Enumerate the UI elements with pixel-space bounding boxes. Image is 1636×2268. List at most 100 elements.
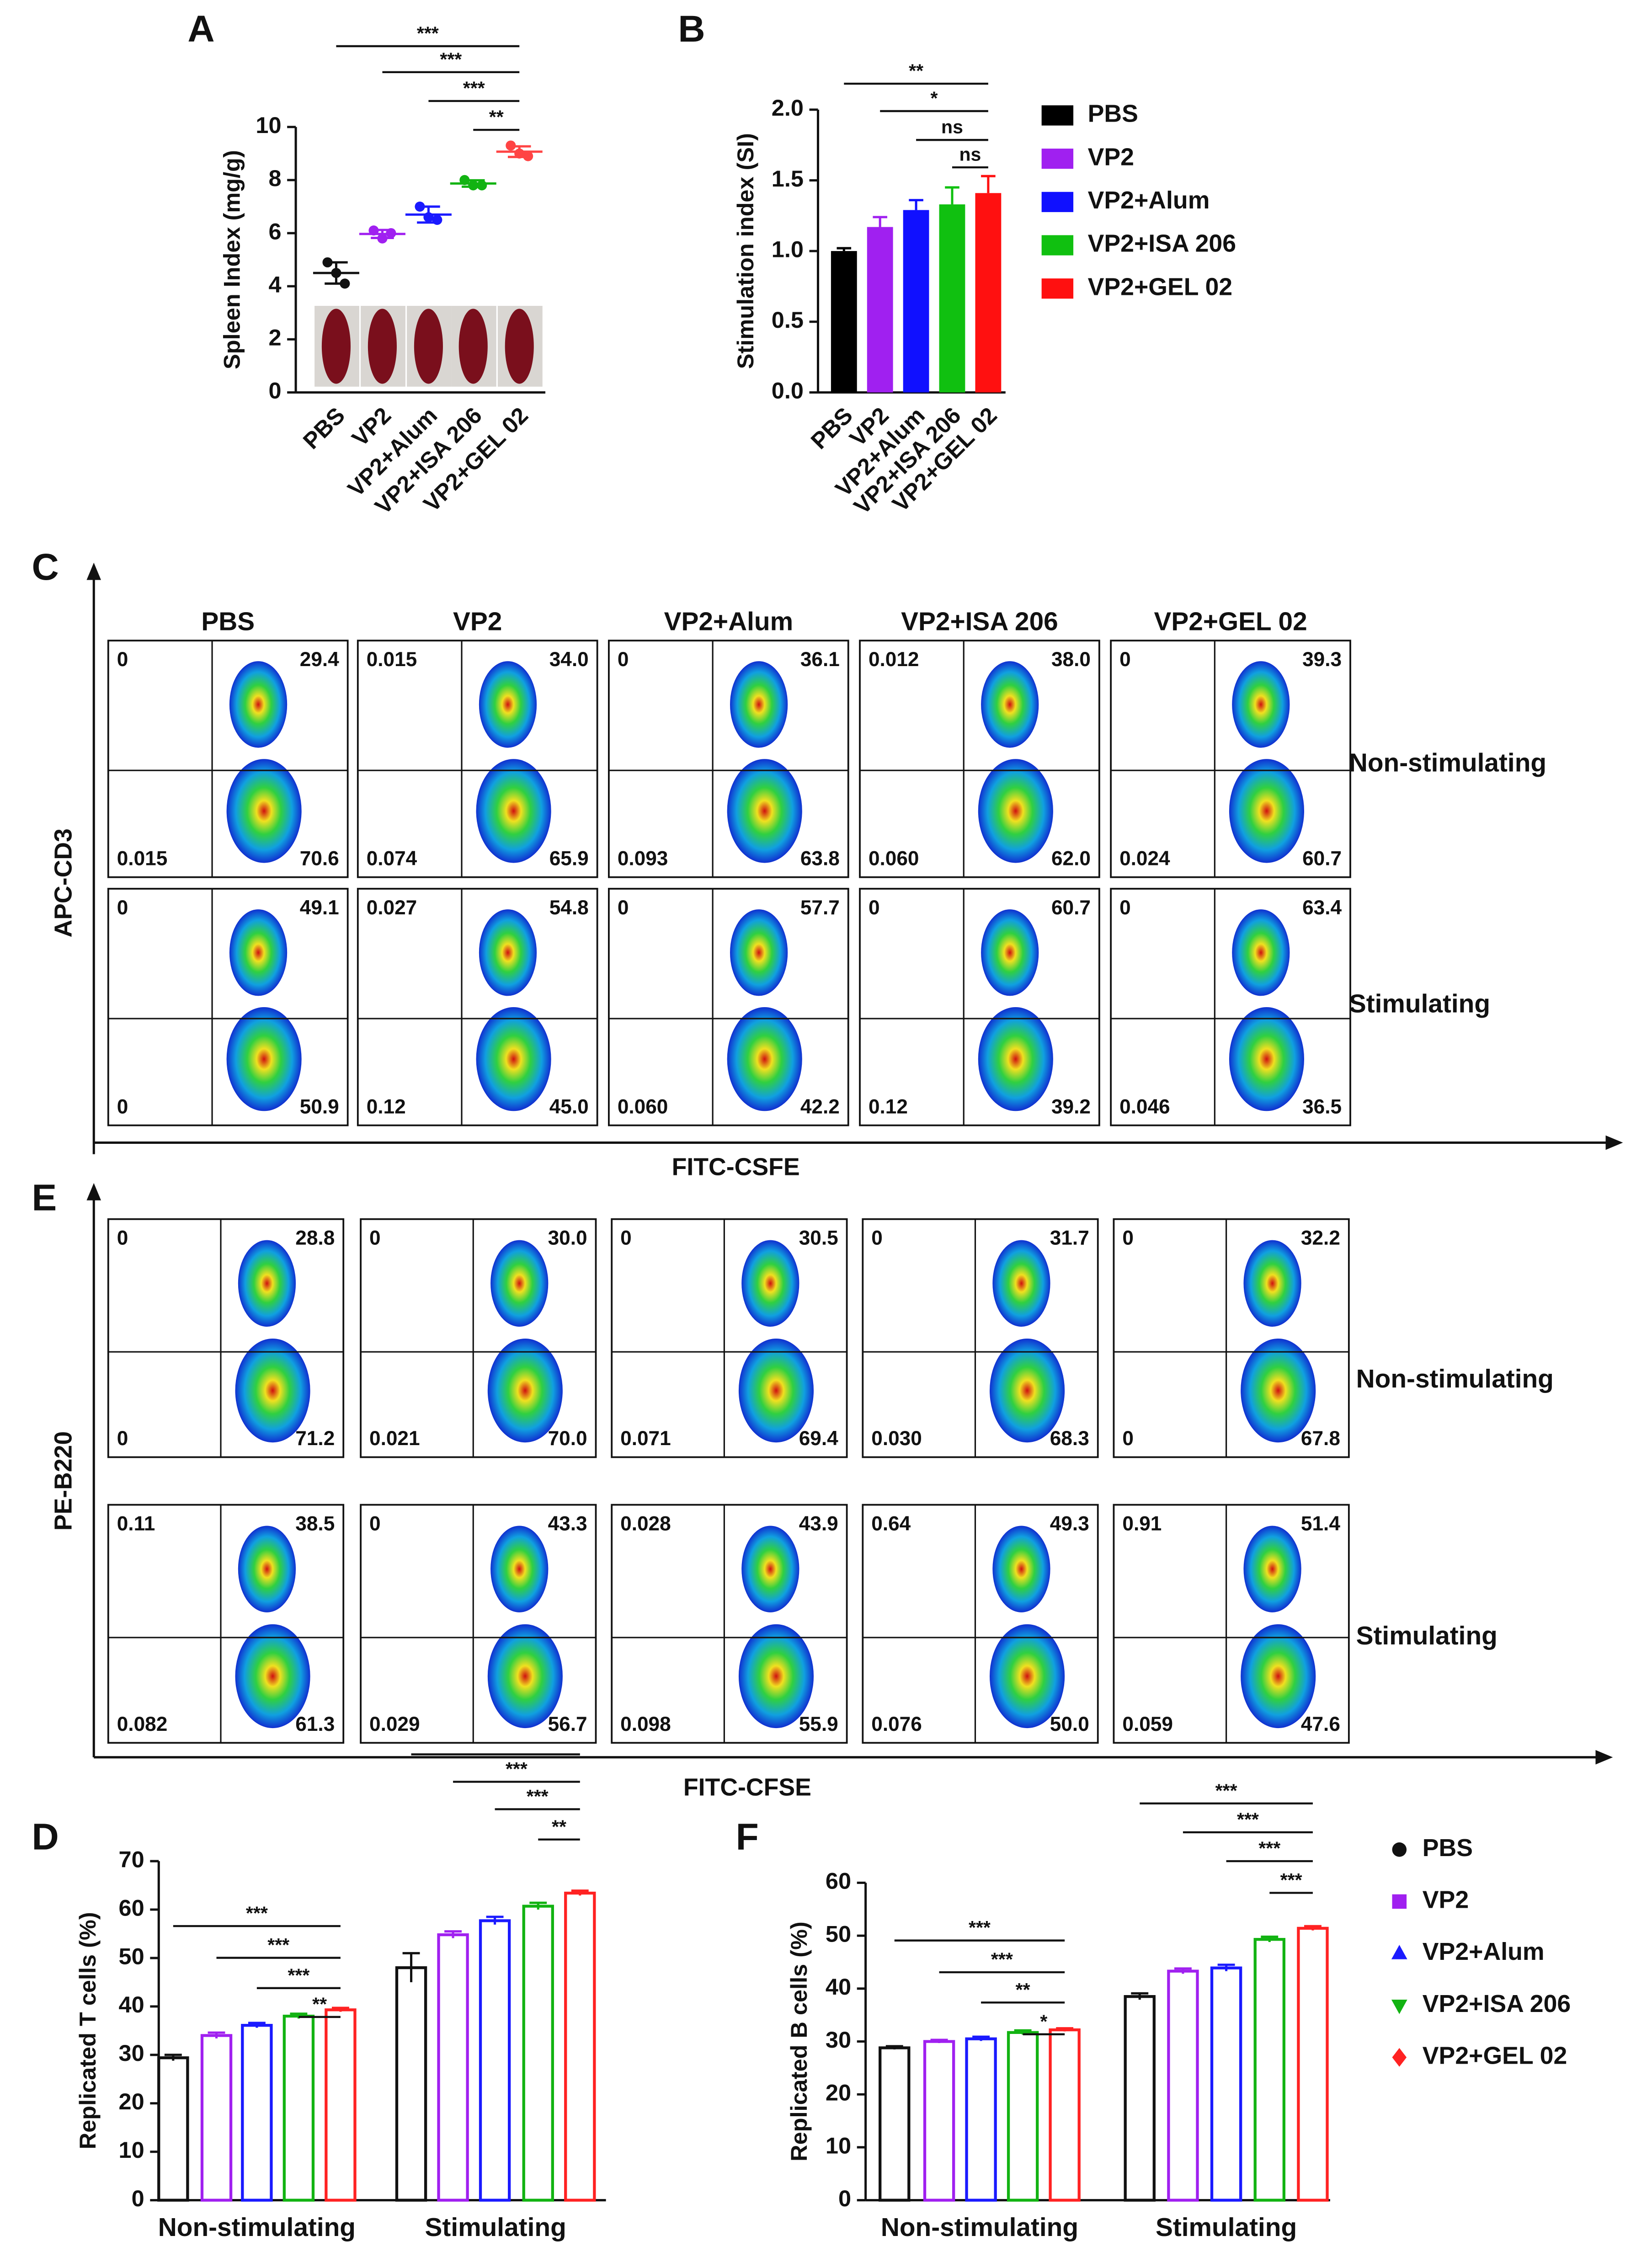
- y-tick-label: 2.0: [772, 95, 804, 121]
- plot-frame: [360, 1504, 597, 1744]
- column-header: VP2+Alum: [664, 607, 794, 636]
- y-tick-label: 10: [826, 2132, 851, 2158]
- quadrant-value: 60.7: [1051, 897, 1091, 919]
- plot-frame: [107, 888, 349, 1126]
- quadrant-value: 0: [618, 648, 629, 671]
- quadrant-value: 0.024: [1119, 848, 1170, 870]
- quadrant-value: 28.8: [295, 1227, 335, 1249]
- quadrant-value: 0: [618, 897, 629, 919]
- data-point: [423, 212, 434, 223]
- quadrant-value: 0.029: [369, 1713, 420, 1735]
- quadrant-value: 0: [1122, 1227, 1134, 1249]
- x-tick-label: Stimulating: [425, 2213, 566, 2242]
- data-point: [523, 151, 533, 161]
- quadrant-value: 70.6: [300, 848, 339, 870]
- quadrant-value: 0.030: [871, 1427, 922, 1450]
- significance-label: ns: [959, 144, 981, 165]
- panel-letter: B: [678, 8, 705, 50]
- quadrant-value: 0.046: [1119, 1095, 1170, 1118]
- bar: [1167, 1969, 1199, 2202]
- significance-label: **: [909, 60, 923, 81]
- significance-label: ***: [288, 1964, 309, 1985]
- significance-label: **: [489, 107, 504, 128]
- quadrant-value: 49.3: [1050, 1512, 1089, 1535]
- y-tick-label: 2: [268, 325, 281, 351]
- bar: [522, 1905, 554, 2202]
- significance-label: ***: [527, 1786, 549, 1807]
- quadrant-value: 0.060: [869, 848, 919, 870]
- data-point: [377, 233, 388, 244]
- y-axis-label: Stimulation index (SI): [732, 133, 758, 369]
- significance-label: ***: [1215, 1780, 1237, 1801]
- y-axis-label: Replicated T cells (%): [75, 1912, 101, 2149]
- bar: [1210, 1966, 1242, 2202]
- y-tick-label: 0: [132, 2185, 144, 2211]
- y-tick-label: 0: [268, 378, 281, 404]
- density-blob: [738, 1624, 814, 1729]
- y-tick-label: 40: [119, 1991, 144, 2017]
- plot-frame: [107, 1218, 345, 1458]
- density-blob: [978, 1007, 1053, 1111]
- quadrant-value: 62.0: [1051, 848, 1091, 870]
- density-blob: [487, 1624, 563, 1729]
- legend-label: VP2+GEL 02: [1423, 2042, 1567, 2069]
- quadrant-value: 0.071: [620, 1427, 671, 1450]
- bar: [1124, 1995, 1156, 2202]
- bar: [395, 1966, 427, 2202]
- y-tick-label: 40: [826, 1974, 851, 2000]
- quadrant-value: 0: [117, 1095, 128, 1118]
- quadrant-value: 30.0: [548, 1227, 587, 1249]
- data-point: [477, 180, 487, 191]
- density-blob: [226, 759, 302, 863]
- panel-letter: F: [736, 1816, 759, 1857]
- significance-label: ***: [1258, 1838, 1280, 1859]
- quadrant-value: 43.3: [548, 1512, 587, 1535]
- legend-swatch: [1041, 149, 1074, 169]
- y-axis-label: APC-CD3: [49, 828, 77, 937]
- quadrant-value: 0: [871, 1227, 883, 1249]
- quadrant-value: 50.9: [300, 1095, 339, 1118]
- spleen: [368, 309, 397, 384]
- y-tick-label: 30: [826, 2027, 851, 2053]
- quadrant-value: 0: [117, 648, 128, 671]
- plot-frame: [611, 1218, 848, 1458]
- density-blob: [490, 1240, 549, 1327]
- quadrant-value: 0: [369, 1227, 381, 1249]
- bar: [200, 2034, 233, 2202]
- y-tick-label: 30: [119, 2040, 144, 2066]
- quadrant-value: 0.059: [1122, 1713, 1173, 1735]
- quadrant-value: 0.074: [367, 848, 417, 870]
- quadrant-value: 0.12: [869, 1095, 908, 1118]
- legend-label: PBS: [1423, 1834, 1473, 1862]
- legend-marker: [1391, 1945, 1407, 1959]
- legend-swatch: [1041, 192, 1074, 212]
- plot-frame: [859, 640, 1100, 878]
- quadrant-value: 63.8: [800, 848, 840, 870]
- density-blob: [978, 759, 1053, 863]
- y-tick-label: 50: [119, 1943, 144, 1969]
- bar: [975, 193, 1002, 393]
- quadrant-value: 45.0: [549, 1095, 589, 1118]
- legend-label: VP2+GEL 02: [1088, 273, 1233, 300]
- quadrant-value: 0.021: [369, 1427, 420, 1450]
- significance-label: **: [1016, 1979, 1030, 2000]
- quadrant-value: 65.9: [549, 848, 589, 870]
- density-blob: [229, 909, 288, 996]
- quadrant-value: 47.6: [1301, 1713, 1340, 1735]
- density-blob: [981, 909, 1039, 996]
- y-tick-label: 60: [826, 1868, 851, 1894]
- row-label: Stimulating: [1356, 1622, 1497, 1650]
- quadrant-value: 0: [620, 1227, 632, 1249]
- quadrant-value: 34.0: [549, 648, 589, 671]
- legend-label: VP2+Alum: [1423, 1938, 1545, 1965]
- bar: [157, 2056, 189, 2202]
- bar: [1253, 1938, 1285, 2202]
- plot-frame: [107, 1504, 345, 1744]
- arrow-head: [1605, 1135, 1623, 1150]
- significance-label: *: [1040, 2011, 1047, 2032]
- significance-label: ***: [1280, 1869, 1302, 1890]
- column-header: VP2+GEL 02: [1154, 607, 1307, 636]
- data-point: [331, 268, 341, 278]
- significance-label: ***: [463, 77, 485, 98]
- significance-label: ***: [1237, 1809, 1259, 1830]
